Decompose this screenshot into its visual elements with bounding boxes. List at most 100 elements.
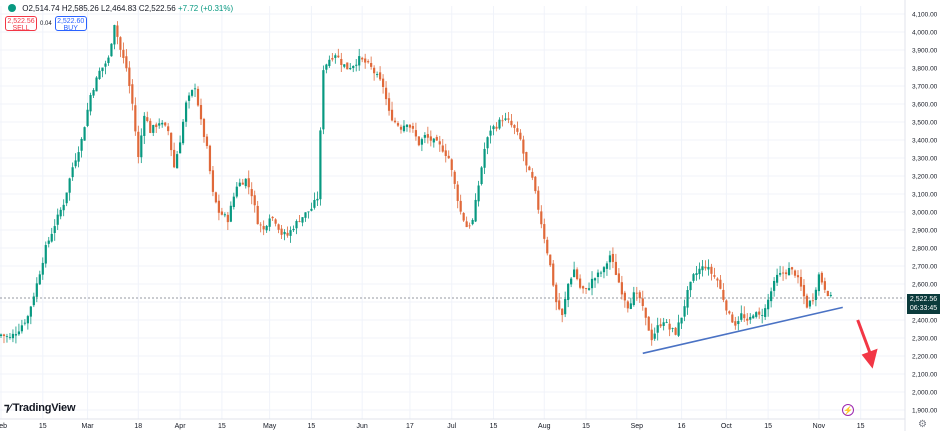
candle-body — [522, 139, 525, 154]
x-axis[interactable]: Feb 15 Mar 18 Apr 15 May 15 Jun 17 Jul 15 Aug 15 Sep 16… — [0, 423, 865, 430]
candle-body — [593, 278, 597, 281]
candle-body — [626, 301, 629, 309]
candle-body — [432, 138, 435, 143]
candle-body — [722, 289, 725, 300]
x-tick-label: Oct — [721, 423, 732, 430]
candle-body — [208, 145, 212, 172]
candle-body — [68, 178, 71, 193]
high-value: H2,585.26 — [61, 4, 99, 13]
candle-body — [802, 285, 806, 297]
spread-value: 0.04 — [40, 20, 52, 27]
candle-body — [29, 306, 32, 317]
candle-body — [170, 132, 173, 151]
candle-body — [695, 273, 698, 276]
candle-body — [784, 272, 788, 275]
candle-body — [364, 58, 367, 63]
candle-body — [334, 55, 337, 58]
y-tick-label: 2,300.00 — [912, 336, 938, 343]
sell-button[interactable]: 2,522.56 SELL — [5, 16, 37, 32]
candle-body — [238, 182, 241, 187]
arrow-shaft — [856, 319, 873, 356]
candle-body — [581, 286, 585, 289]
candle-body — [361, 57, 364, 60]
y-axis[interactable]: 1,900.00 2,000.00 2,100.00 2,200.00 2,300.00… — [912, 12, 938, 415]
candle-body — [214, 192, 218, 203]
candle-body — [74, 160, 77, 167]
x-tick-label: 15 — [218, 423, 226, 430]
candle-body — [393, 120, 397, 123]
candle-body — [250, 189, 253, 197]
candle-body — [367, 61, 370, 63]
candle-body — [426, 134, 429, 138]
candle-body — [53, 226, 56, 233]
candle-body — [223, 214, 226, 216]
candle-body — [59, 209, 62, 217]
candle-body — [14, 334, 18, 336]
candle-body — [743, 314, 746, 319]
x-tick-label: 15 — [857, 423, 865, 430]
candle-body — [647, 316, 650, 331]
candle-body — [402, 125, 406, 132]
candle-body — [740, 313, 743, 320]
candle-body — [725, 300, 728, 311]
candle-body — [435, 136, 438, 141]
arrow-head — [861, 348, 878, 369]
candle-body — [623, 292, 626, 301]
candle-body — [584, 288, 588, 290]
y-tick-label: 2,600.00 — [912, 282, 938, 289]
candle-body — [737, 321, 740, 325]
candle-body — [358, 56, 361, 66]
tradingview-logo[interactable]: ⁊⁄ TradingView — [4, 401, 76, 414]
candle-body — [653, 333, 656, 339]
candle-body — [352, 65, 355, 69]
candle-body — [516, 128, 519, 132]
candle-body — [167, 126, 170, 132]
candle-body — [295, 220, 298, 229]
gear-icon[interactable]: ⚙ — [918, 419, 927, 430]
candle-body — [387, 98, 391, 111]
x-tick-label: 15 — [582, 423, 590, 430]
grid-lines — [0, 6, 905, 419]
candle-body — [764, 308, 767, 317]
x-tick-label: Sep — [631, 423, 644, 430]
candle-body — [752, 315, 755, 319]
candle-body — [71, 167, 74, 178]
candle-body — [686, 290, 689, 308]
candle-body — [528, 166, 531, 171]
x-tick-label: 15 — [490, 423, 498, 430]
y-tick-label: 3,900.00 — [912, 48, 938, 55]
candle-body — [489, 130, 492, 136]
lightning-icon[interactable]: ⚡ — [842, 404, 854, 416]
candle-body — [558, 300, 561, 310]
candle-body — [256, 205, 259, 225]
candle-body — [80, 138, 83, 151]
down-arrow-annotation[interactable] — [856, 319, 878, 369]
candle-body — [411, 125, 415, 129]
support-trendline[interactable] — [642, 306, 843, 355]
candle-body — [519, 132, 522, 140]
candle-body — [35, 283, 38, 297]
candle-body — [268, 218, 271, 227]
candle-body — [546, 239, 549, 254]
x-tick-label: Aug — [538, 423, 551, 430]
candle-body — [65, 192, 68, 204]
candle-body — [247, 178, 250, 188]
sell-price: 2,522.56 — [7, 18, 35, 25]
candle-body — [444, 150, 447, 156]
candle-body — [137, 131, 140, 158]
buy-button[interactable]: 2,522.60 BUY — [54, 16, 87, 32]
candle-body — [456, 184, 459, 201]
candle-body — [32, 296, 35, 306]
candle-body — [44, 245, 47, 264]
sell-label: SELL — [12, 25, 30, 32]
candle-body — [790, 267, 794, 270]
candle-body — [596, 272, 600, 277]
candle-body — [808, 300, 812, 307]
candle-body — [570, 278, 573, 285]
candle-body — [468, 225, 471, 227]
candle-body — [62, 204, 65, 211]
candle-body — [253, 195, 256, 206]
close-value: C2,522.56 — [138, 4, 176, 13]
x-tick-label: 16 — [678, 423, 686, 430]
